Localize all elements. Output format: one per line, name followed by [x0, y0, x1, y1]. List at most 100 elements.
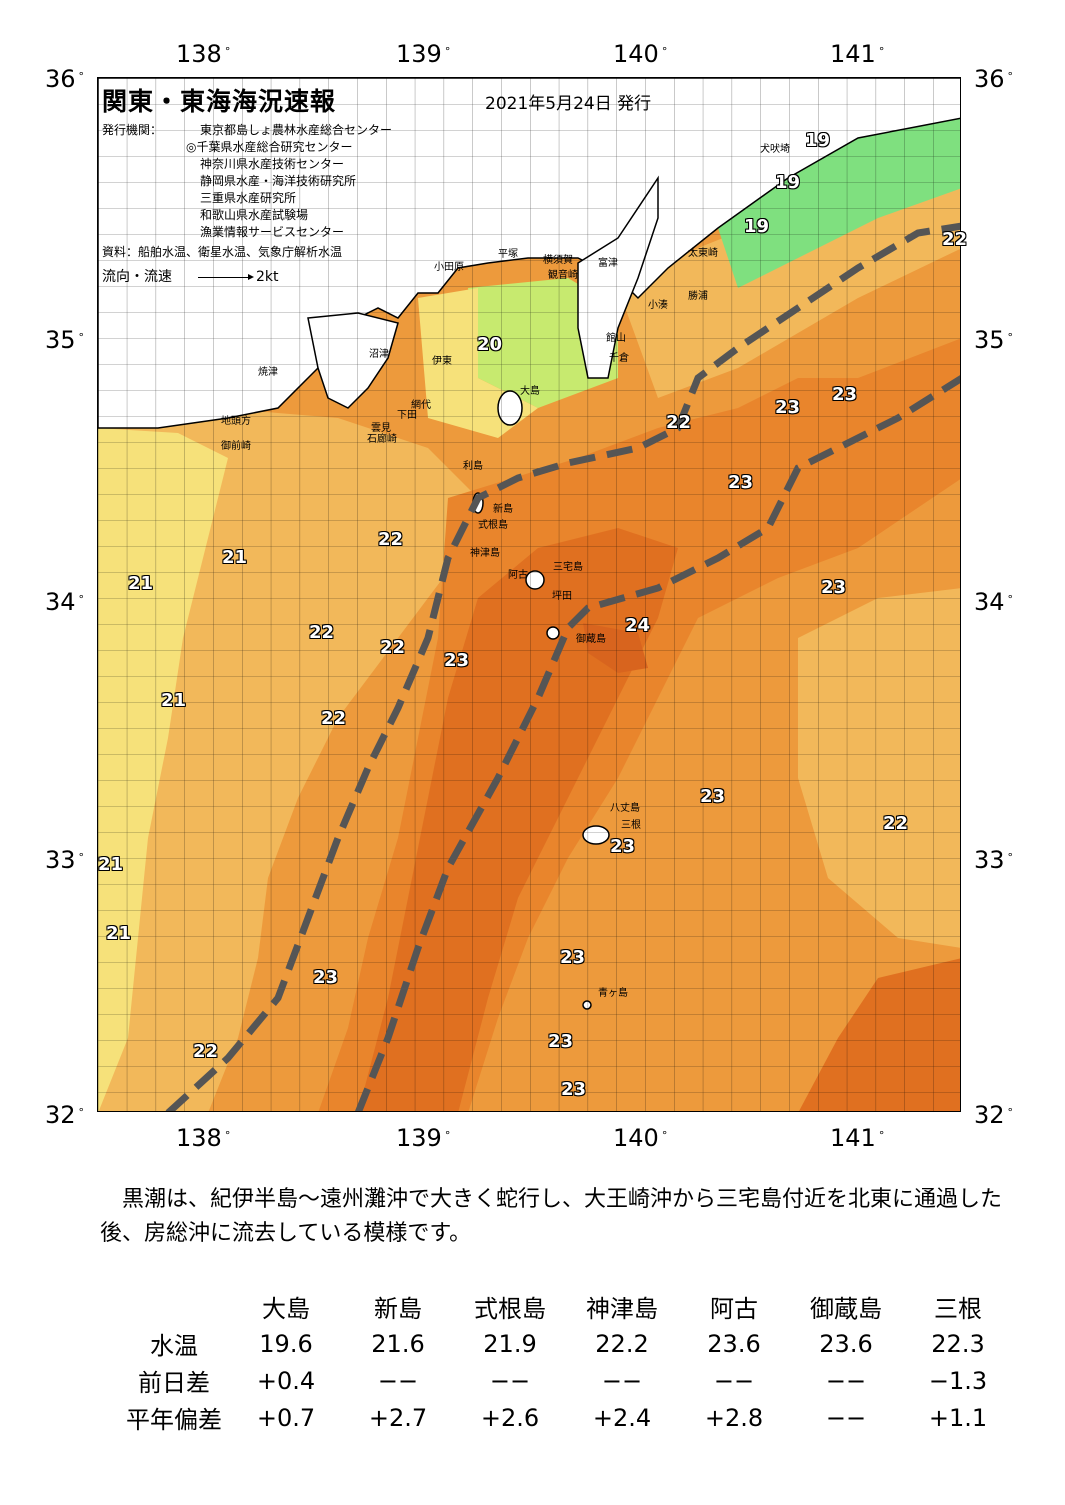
table-cell: −−: [825, 1366, 867, 1395]
temp-label: 23: [548, 1031, 574, 1052]
table-cell: 21.6: [371, 1329, 425, 1358]
map-canvas: [98, 78, 960, 1111]
place-name: 阿古: [508, 570, 528, 581]
table-row: 水温 19.6 21.6 21.9 22.2 23.6 23.6 22.3: [118, 1325, 1014, 1362]
publisher-label: 発行機関：: [102, 123, 163, 137]
temp-label: 23: [728, 472, 754, 493]
temp-label: 23: [832, 384, 858, 405]
table-cell: +0.4: [256, 1366, 316, 1395]
place-name: 式根島: [478, 520, 508, 531]
table-cell: −−: [825, 1403, 867, 1432]
row-header: 前日差: [138, 1369, 210, 1397]
table-corner: [118, 1288, 230, 1325]
lat-label-left-32: 32 °: [45, 1101, 85, 1129]
column-header: 三根: [934, 1295, 982, 1323]
lon-label-bottom-138: 138 °: [176, 1124, 231, 1152]
place-name: 三宅島: [553, 562, 583, 573]
row-header: 水温: [150, 1332, 198, 1360]
temp-label: 22: [193, 1041, 219, 1062]
place-name: 下田: [397, 410, 417, 421]
table-cell: 22.2: [595, 1329, 649, 1358]
table-cell: 19.6: [259, 1329, 313, 1358]
row-header: 平年偏差: [126, 1406, 222, 1434]
publisher-item: 静岡県水産・海洋技術研究所: [200, 174, 357, 188]
temp-label: 19: [744, 216, 770, 237]
lon-label-bottom-141: 141 °: [830, 1124, 885, 1152]
place-name: 勝浦: [688, 291, 708, 302]
lat-label-right-33: 33 °: [974, 846, 1014, 874]
publisher-list: 東京都島しょ農林水産総合センター ◎千葉県水産総合研究センター 神奈川県水産技術…: [186, 122, 393, 241]
place-name: 神津島: [470, 548, 500, 559]
column-header: 阿古: [710, 1295, 758, 1323]
lat-label-right-32: 32 °: [974, 1101, 1014, 1129]
column-header: 御蔵島: [810, 1295, 882, 1323]
lon-label-bottom-139: 139 °: [396, 1124, 451, 1152]
column-header: 式根島: [474, 1295, 546, 1323]
table-cell: −−: [377, 1366, 419, 1395]
table-cell: 23.6: [819, 1329, 873, 1358]
place-name: 坪田: [552, 591, 572, 602]
lat-label-left-35: 35 °: [45, 326, 85, 354]
lat-label-left-36: 36 °: [45, 65, 85, 93]
sea-temperature-map: [97, 77, 961, 1112]
lat-label-left-33: 33 °: [45, 846, 85, 874]
temp-label: 21: [222, 547, 248, 568]
place-name: 網代: [411, 400, 431, 411]
temp-label: 23: [775, 397, 801, 418]
temp-label: 19: [805, 130, 831, 151]
publisher-item: 東京都島しょ農林水産総合センター: [200, 123, 393, 137]
temp-label: 19: [775, 172, 801, 193]
publisher-item: 漁業情報サービスセンター: [200, 225, 345, 239]
temp-label: 23: [561, 1079, 587, 1100]
summary-paragraph: 黒潮は、紀伊半島～遠州灘沖で大きく蛇行し、大王崎沖から三宅島付近を北東に通過した…: [100, 1187, 1003, 1246]
data-source: 資料：船舶水温、衛星水温、気象庁解析水温: [102, 245, 343, 259]
place-name: 千倉: [609, 353, 629, 364]
temp-label: 21: [98, 854, 124, 875]
column-header: 大島: [262, 1295, 310, 1323]
table-cell: 22.3: [931, 1329, 985, 1358]
page-title: 関東・東海海況速報: [102, 87, 337, 116]
kuroshio-branch-inner: [355, 375, 960, 1111]
lat-label-left-34: 34 °: [45, 588, 85, 616]
flow-label: 流向・流速: [102, 269, 172, 285]
temp-label: 23: [560, 947, 586, 968]
place-name: 青ヶ島: [598, 988, 628, 999]
place-name: 新島: [493, 504, 513, 515]
table-cell: −−: [713, 1366, 755, 1395]
temp-label: 23: [610, 836, 636, 857]
temp-label: 21: [106, 923, 132, 944]
observation-table: 大島 新島 式根島 神津島 阿古 御蔵島 三根 水温 19.6 21.6 21.…: [118, 1288, 1014, 1436]
issue-date: 2021年5月24日 発行: [485, 94, 652, 114]
place-name: 横須賀: [543, 255, 573, 266]
place-name: 三根: [621, 820, 641, 831]
lon-label-top-138: 138 °: [176, 40, 231, 68]
summary-text: 黒潮は、紀伊半島～遠州灘沖で大きく蛇行し、大王崎沖から三宅島付近を北東に通過した…: [100, 1183, 1030, 1251]
temp-label: 21: [128, 573, 154, 594]
place-name: 御前崎: [221, 441, 251, 452]
lon-label-top-141: 141 °: [830, 40, 885, 68]
temp-label: 22: [942, 229, 968, 250]
table-header-row: 大島 新島 式根島 神津島 阿古 御蔵島 三根: [118, 1288, 1014, 1325]
lon-label-top-139: 139 °: [396, 40, 451, 68]
flow-scale: 流向・流速 2kt: [102, 266, 279, 286]
temp-label: 22: [380, 637, 406, 658]
publisher-item: 三重県水産研究所: [200, 191, 297, 205]
lat-lon-grid: [98, 78, 960, 1111]
lon-label-bottom-140: 140 °: [613, 1124, 668, 1152]
table-cell: +1.1: [928, 1403, 988, 1432]
table-cell: −−: [601, 1366, 643, 1395]
temp-label: 23: [821, 577, 847, 598]
column-header: 新島: [374, 1295, 422, 1323]
place-name: 観音崎: [548, 270, 578, 281]
table-cell: 21.9: [483, 1329, 537, 1358]
temp-label: 23: [444, 650, 470, 671]
arrow-icon: [198, 273, 254, 280]
place-name: 平塚: [498, 249, 518, 260]
place-name: 富津: [598, 258, 618, 269]
table-cell: +0.7: [256, 1403, 316, 1432]
place-name: 小湊: [648, 300, 668, 311]
temp-label: 22: [883, 813, 909, 834]
table-row: 平年偏差 +0.7 +2.7 +2.6 +2.4 +2.8 −− +1.1: [118, 1399, 1014, 1436]
place-name: 沼津: [369, 349, 389, 360]
table-cell: +2.7: [368, 1403, 428, 1432]
